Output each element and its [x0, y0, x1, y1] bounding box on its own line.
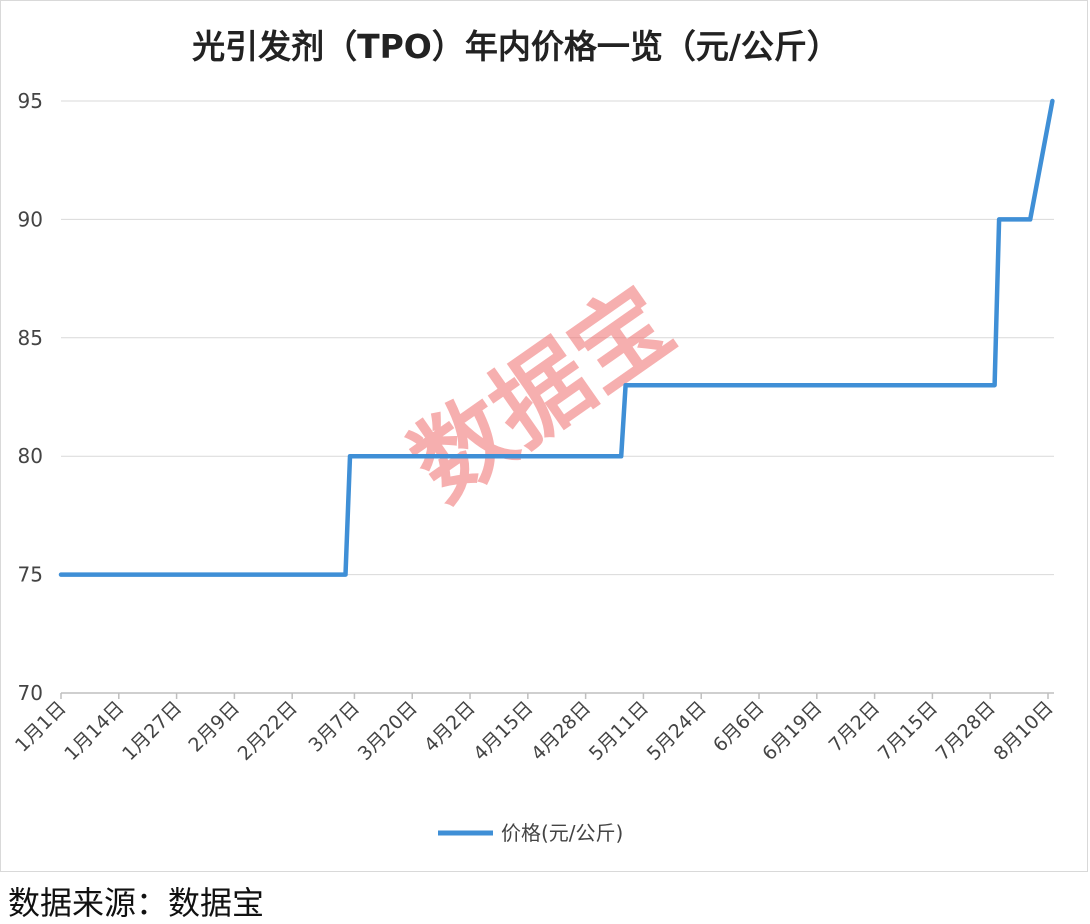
- y-tick-label: 75: [18, 563, 43, 587]
- watermark: 数据宝: [392, 266, 692, 523]
- x-tick-label: 4月15日: [469, 697, 537, 765]
- y-tick-label: 95: [18, 89, 43, 113]
- chart-svg: 光引发剂（TPO）年内价格一览（元/公斤） 70 75 80 85 90 95 1月1日1…: [11, 27, 1058, 845]
- x-tick-label: 5月24日: [643, 697, 711, 765]
- x-tick-label: 1月27日: [118, 697, 186, 765]
- legend-label: 价格(元/公斤): [501, 821, 623, 845]
- x-tick-label: 3月20日: [354, 697, 422, 765]
- y-tick-label: 90: [18, 207, 43, 231]
- source-note: 数据来源：数据宝: [8, 884, 265, 922]
- y-tick-label: 85: [18, 326, 43, 350]
- x-tick-label: 2月22日: [234, 697, 302, 765]
- legend: 价格(元/公斤): [438, 821, 623, 845]
- series-group: [58, 98, 1055, 577]
- x-tick-label: 5月11日: [585, 697, 653, 765]
- x-tick-label: 4月28日: [527, 697, 595, 765]
- y-tick-label: 80: [18, 444, 43, 468]
- x-tick-label: 6月19日: [758, 697, 826, 765]
- chart-title: 光引发剂（TPO）年内价格一览（元/公斤）: [192, 27, 840, 66]
- x-tick-label: 8月10日: [989, 697, 1057, 765]
- x-tick-label: 7月28日: [932, 697, 1000, 765]
- chart-frame: 光引发剂（TPO）年内价格一览（元/公斤） 70 75 80 85 90 95 1月1日 1…: [0, 0, 1088, 872]
- series-line-price: [58, 98, 1055, 577]
- y-tick-label: 70: [18, 681, 43, 705]
- y-axis: 70 75 80 85 90 95: [18, 89, 43, 705]
- gridlines: [61, 100, 1054, 576]
- x-tick-label: 1月14日: [60, 697, 128, 765]
- x-tick-label: 7月15日: [874, 697, 942, 765]
